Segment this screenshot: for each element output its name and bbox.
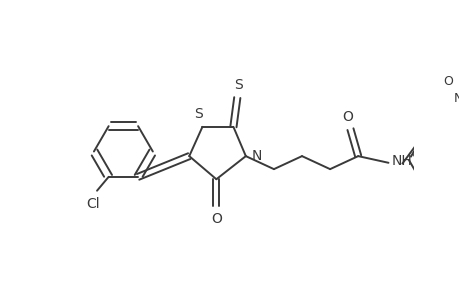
Text: S: S (234, 78, 243, 92)
Text: O: O (442, 75, 452, 88)
Text: O: O (341, 110, 352, 124)
Text: NH: NH (391, 154, 411, 168)
Text: S: S (194, 107, 202, 121)
Text: O: O (211, 212, 221, 226)
Text: Cl: Cl (86, 197, 100, 211)
Text: $^{-}$: $^{-}$ (458, 71, 459, 81)
Text: N: N (453, 92, 459, 105)
Text: N: N (252, 149, 262, 163)
